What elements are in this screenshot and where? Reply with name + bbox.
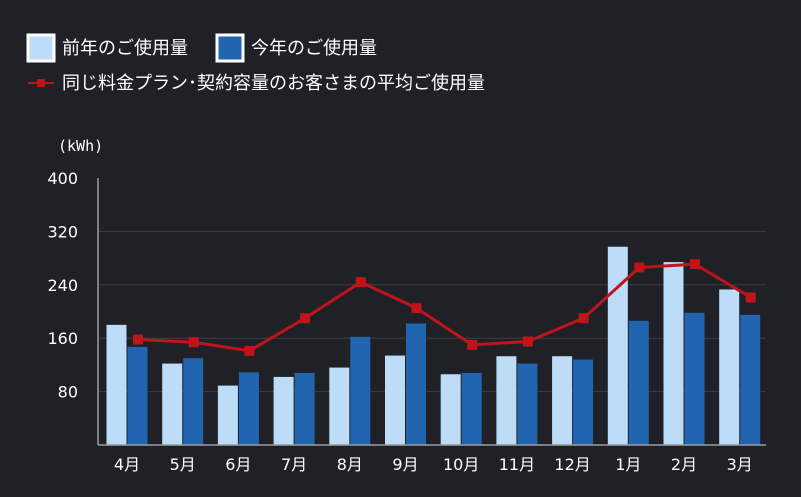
x-tick-label: 12月 [554,455,590,474]
x-tick-label: 11月 [499,455,535,474]
bar-this-year [127,346,148,445]
x-tick-label: 6月 [225,455,251,474]
y-tick-label: 160 [47,329,78,348]
bar-prev-year [663,262,684,445]
bar-prev-year [217,385,238,445]
bar-this-year [740,314,761,445]
average-point [244,345,255,356]
bar-prev-year [607,246,628,445]
x-tick-label: 9月 [392,455,418,474]
bar-this-year [183,358,204,445]
bar-this-year [294,372,315,445]
legend-swatch-prev-year [26,33,56,63]
legend-swatch-this-year [215,33,245,63]
y-tick-label: 320 [47,222,78,241]
bar-this-year [573,359,594,445]
legend-marker-average [37,79,45,87]
average-point [467,339,478,350]
bar-this-year [684,312,705,445]
average-series-line [137,262,752,353]
bar-this-year [517,363,538,445]
x-tick-label: 5月 [170,455,196,474]
average-point [300,313,311,324]
bar-this-year [238,372,259,445]
legend-label-prev-year: 前年のご使用量 [62,38,188,59]
bar-prev-year [440,374,461,445]
x-tick-label: 4月 [114,455,140,474]
bar-prev-year [329,367,350,445]
bar-prev-year [162,363,183,445]
grid-lines [98,230,766,393]
y-unit-label: (kWh) [58,137,103,155]
y-tick-label: 240 [47,276,78,295]
bar-prev-year [106,324,127,445]
average-line [133,259,756,356]
bar-prev-year [385,355,405,445]
bars [106,246,761,445]
bar-this-year [350,336,371,445]
x-tick-label: 2月 [671,455,697,474]
average-point [690,259,700,270]
x-axis-ticks: 4月 5月 6月 7月 8月 9月 10月 11月 12月 1月 2月 3月 [114,455,753,474]
y-axis-ticks: 80 160 240 320 400 [47,169,78,402]
bar-prev-year [552,356,573,445]
bar-this-year [628,320,649,445]
average-point [188,337,199,348]
average-point [522,336,533,347]
x-tick-label: 10月 [443,455,479,474]
legend: 前年のご使用量 今年のご使用量 同じ料金プラン･契約容量のお客さまの平均ご使用量 [26,33,485,94]
average-point [578,313,589,324]
average-point [355,277,366,288]
average-point [133,334,143,345]
axes [97,178,766,446]
average-point [745,292,756,303]
average-point [634,262,645,273]
bar-this-year [406,323,426,445]
x-tick-label: 3月 [727,455,753,474]
bar-prev-year [719,289,740,445]
x-tick-label: 8月 [337,455,363,474]
y-tick-label: 80 [58,383,78,402]
y-tick-label: 400 [47,169,78,188]
bar-prev-year [496,356,517,445]
bar-this-year [461,372,482,445]
legend-label-this-year: 今年のご使用量 [251,38,377,59]
average-point [411,303,422,314]
legend-label-average: 同じ料金プラン･契約容量のお客さまの平均ご使用量 [62,73,485,94]
bar-prev-year [273,376,294,445]
x-tick-label: 1月 [615,455,641,474]
x-tick-label: 7月 [281,455,307,474]
